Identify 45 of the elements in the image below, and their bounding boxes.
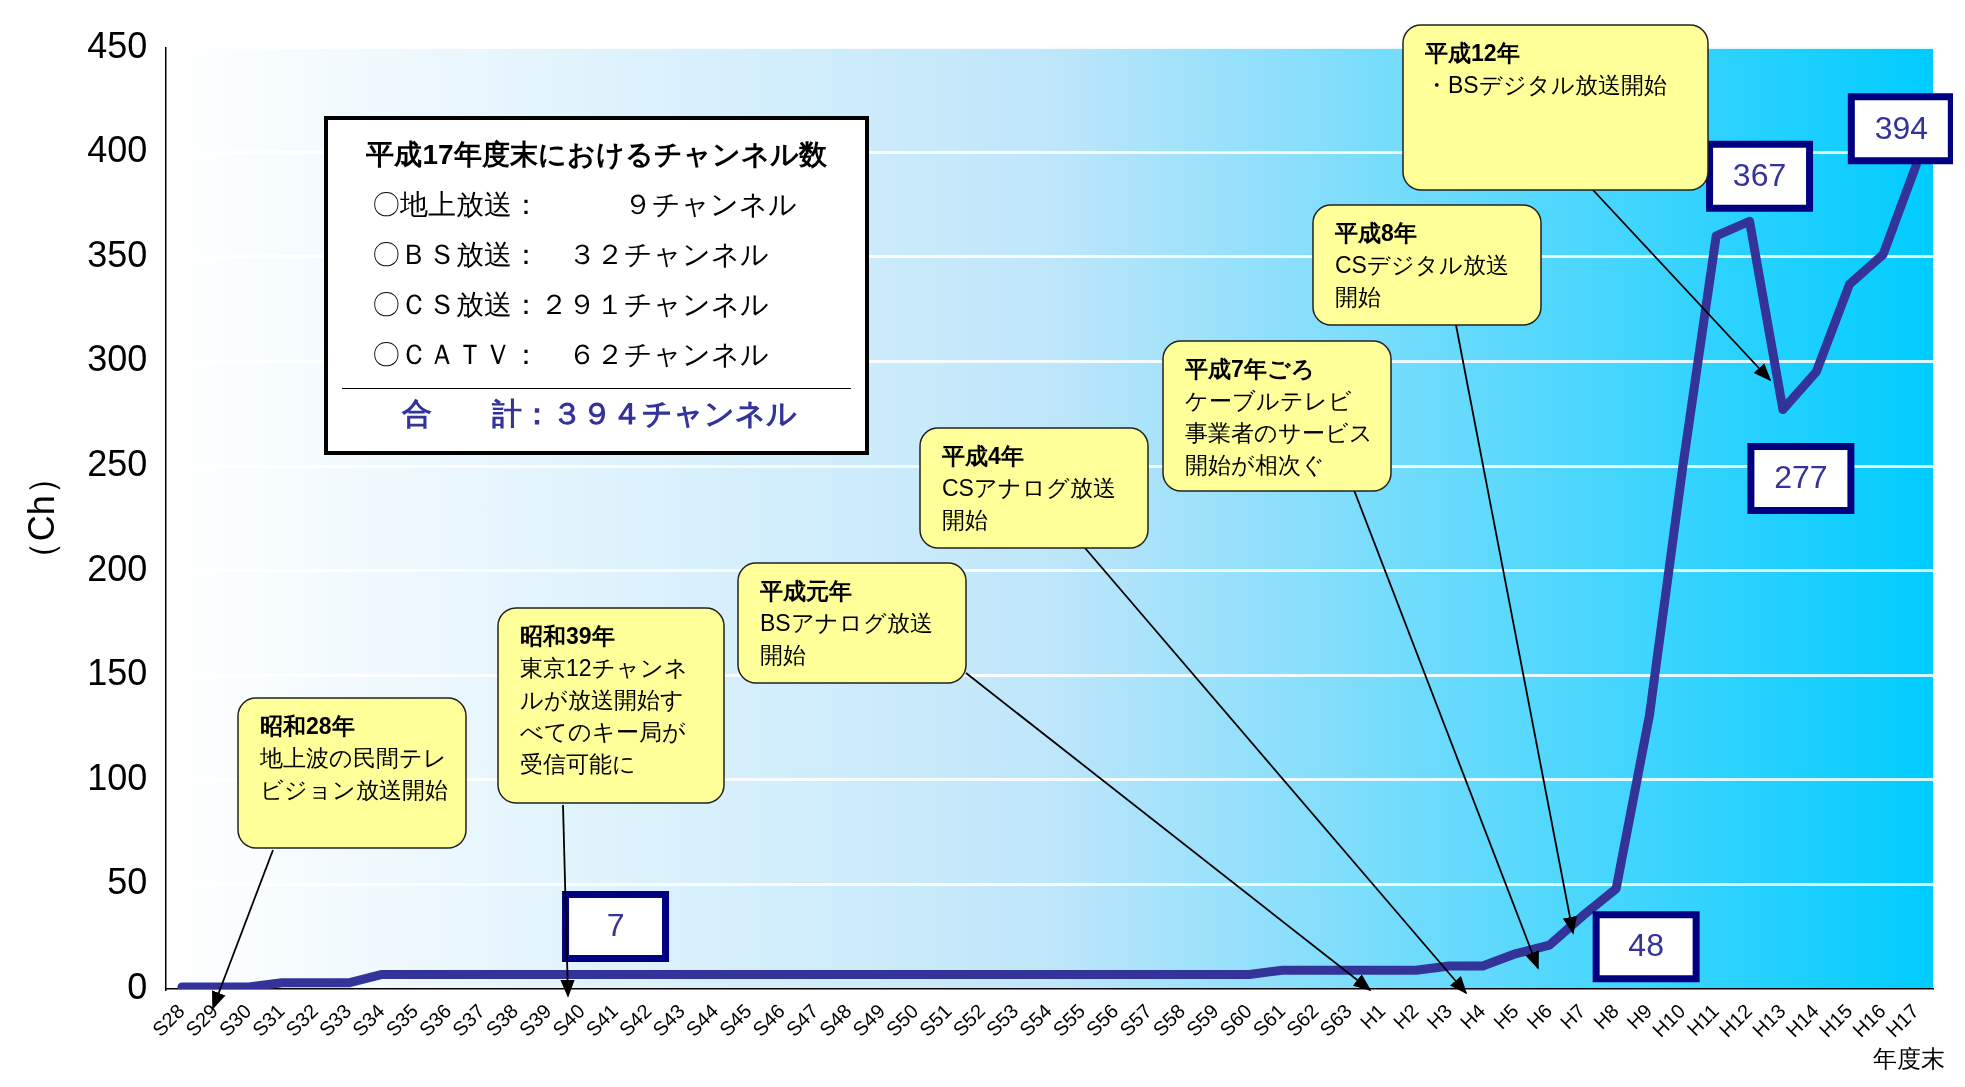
annotation: 地上波の民間テレビジョン放送開始 [259,745,448,803]
annotation: BSアナログ放送開始 [760,610,933,668]
y-tick-label: 200 [87,547,148,589]
annotation: 平成元年 [759,578,852,604]
x-tick-label: H6 [1522,999,1557,1034]
y-tick-label: 100 [87,756,148,798]
annotation: 平成4年 [941,443,1024,469]
y-tick-label: 50 [107,861,148,903]
y-tick-label: 250 [87,442,148,484]
annotation: 〇ＣＳ放送：２９１チャンネル [371,288,770,322]
annotation: 〇ＢＳ放送： ３２チャンネル [371,238,770,272]
data-label: 7 [606,907,625,944]
annotation: 東京12チャンネルが放送開始すべてのキー局が受信可能に [520,655,688,777]
annotation: CSデジタル放送開始 [1335,252,1509,310]
y-tick-label: 150 [87,652,148,694]
annotation: ・BSデジタル放送開始 [1425,72,1667,98]
y-tick-label: 450 [87,24,148,66]
x-tick-label: H3 [1422,999,1457,1034]
data-label: 394 [1874,109,1929,146]
annotation: 〇ＣＡＴＶ： ６２チャンネル [371,338,770,372]
x-tick-label: H2 [1389,999,1423,1034]
x-tick-label: H5 [1489,999,1523,1034]
y-tick-label: 0 [127,966,148,1008]
annotation: 合 計：３９４チャンネル [342,388,851,439]
annotation: 平成17年度末におけるチャンネル数 [365,138,828,172]
annotation: 平成8年 [1334,220,1417,246]
data-label: 367 [1732,157,1787,194]
data-label: 48 [1628,927,1664,964]
annotation: 〇地上放送： ９チャンネル [371,188,798,222]
y-tick-label: 300 [87,338,148,380]
x-tick-label: H4 [1455,999,1490,1034]
annotation: 平成12年 [1424,40,1520,66]
annotation: 昭和28年 [260,713,355,739]
annotation: 平成7年ごろ [1184,356,1315,382]
y-tick-label: 350 [87,233,148,275]
x-axis-title: 年度末 [1873,1044,1945,1072]
annotation: ケーブルテレビ事業者のサービス開始が相次ぐ [1185,388,1373,478]
annotation: CSアナログ放送開始 [942,475,1116,533]
x-tick-label: H1 [1355,999,1390,1034]
x-tick-label: H7 [1555,999,1590,1034]
annotation: 昭和39年 [520,623,615,649]
data-label: 277 [1774,459,1828,496]
x-tick-label: H8 [1589,999,1623,1034]
y-tick-label: 400 [87,129,148,171]
y-axis-title: （Ch） [20,459,62,578]
